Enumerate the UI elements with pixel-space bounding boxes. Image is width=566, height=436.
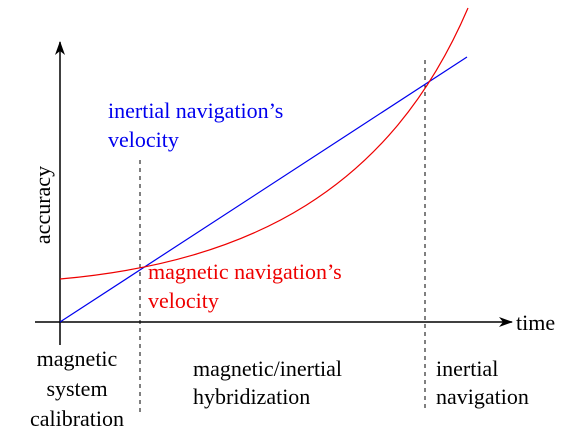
y-axis-label: accuracy [30, 166, 55, 244]
phase-label: hybridization [193, 384, 310, 409]
curve-label: magnetic navigation’s [148, 259, 342, 284]
inertial-curve [59, 56, 468, 323]
phase-label: inertial [436, 356, 498, 381]
x-axis-label: time [516, 310, 555, 335]
phase-label: magnetic/inertial [193, 356, 342, 381]
curve-label: velocity [108, 127, 179, 152]
phase-label: magnetic [37, 346, 118, 371]
magnetic-curve [59, 7, 469, 280]
phase-label: system [46, 376, 107, 401]
phase-label: navigation [436, 384, 529, 409]
curve-label: inertial navigation’s [108, 98, 283, 123]
phase-label: calibration [30, 406, 124, 431]
curve-label: velocity [148, 288, 219, 313]
